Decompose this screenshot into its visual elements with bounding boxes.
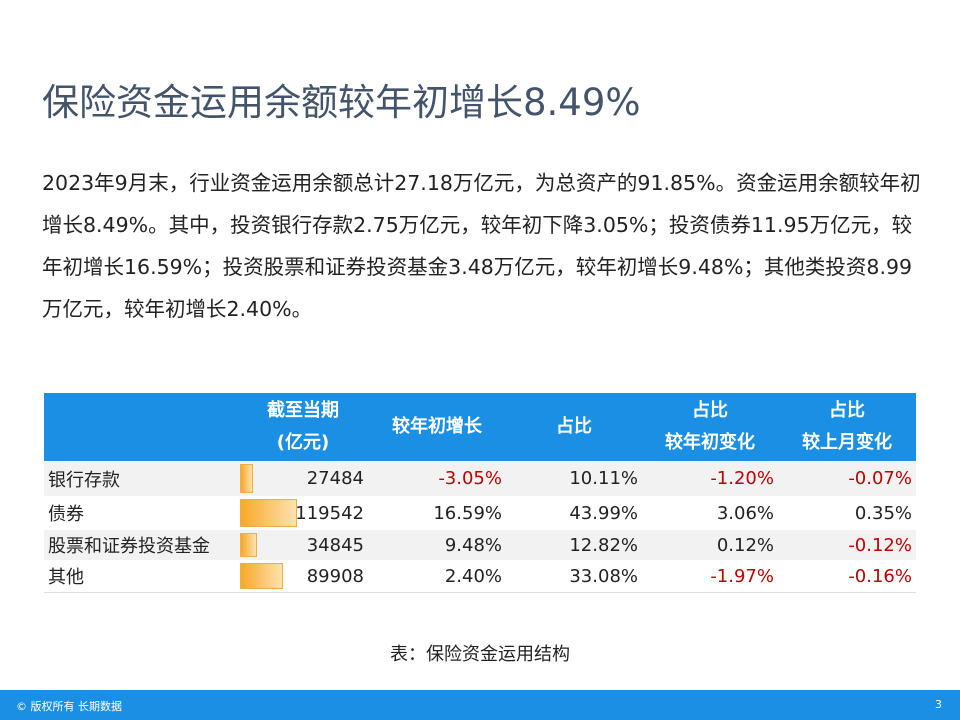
header-line: 截至当期 [267,400,339,421]
cell-value: 34845 [306,534,364,556]
row-band [44,461,916,496]
cell-value: -1.20% [710,468,774,489]
cell-value: 12.82% [569,534,638,556]
table-bottom-border [44,592,916,593]
cell-value: 0.12% [716,534,774,556]
body-text: 2023年9月末，行业资金运用余额总计27.18万亿元，为总资产的91.85%。… [42,171,921,321]
cell-value: -0.16% [848,565,912,587]
header-line: 占比 [556,416,592,437]
header-line: 较上月变化 [802,432,892,453]
row-label: 其他 [48,567,84,588]
cell-value: 119542 [295,502,364,524]
header-cell: 占比 较上月变化 [778,393,916,461]
cell-value: 89908 [306,565,364,587]
header-line: 占比 [692,400,728,421]
cell-value: 27484 [306,468,364,489]
header-cell: 截至当期 (亿元) [238,393,368,461]
header-line: 较年初增长 [392,416,482,437]
header-cell: 占比 [506,393,642,461]
table-caption: 表：保险资金运用结构 [390,644,570,665]
header-line: 占比 [829,400,865,421]
cell-value: 16.59% [433,502,502,524]
cell-value: -0.12% [848,534,912,556]
header-cell: 占比 较年初变化 [642,393,778,461]
cell-value: -3.05% [438,468,502,489]
slide-title: 保险资金运用余额较年初增长8.49% [42,81,641,124]
table-header [44,393,916,461]
data-bar [240,533,257,557]
cell-value: 33.08% [569,565,638,587]
cell-value: 2.40% [444,565,502,587]
data-bar [240,563,283,589]
cell-value: 3.06% [716,502,774,524]
header-line: 较年初变化 [665,432,755,453]
page-number: 3 [935,698,942,711]
cell-value: 9.48% [444,534,502,556]
data-bar [240,464,254,493]
cell-value: -0.07% [848,468,912,489]
header-cell: 较年初增长 [368,393,506,461]
row-label: 银行存款 [48,469,120,491]
footer: © 版权所有 长期数据 3 [0,690,960,720]
row-band [44,530,916,560]
cell-value: 0.35% [854,502,912,524]
cell-value: 10.11% [569,468,638,489]
row-label: 股票和证券投资基金 [48,536,210,557]
copyright: © 版权所有 长期数据 [16,700,122,713]
row-label: 债券 [48,504,84,525]
data-bar [240,499,297,527]
cell-value: -1.97% [710,565,774,587]
header-line: (亿元) [276,432,330,453]
cell-value: 43.99% [569,502,638,524]
